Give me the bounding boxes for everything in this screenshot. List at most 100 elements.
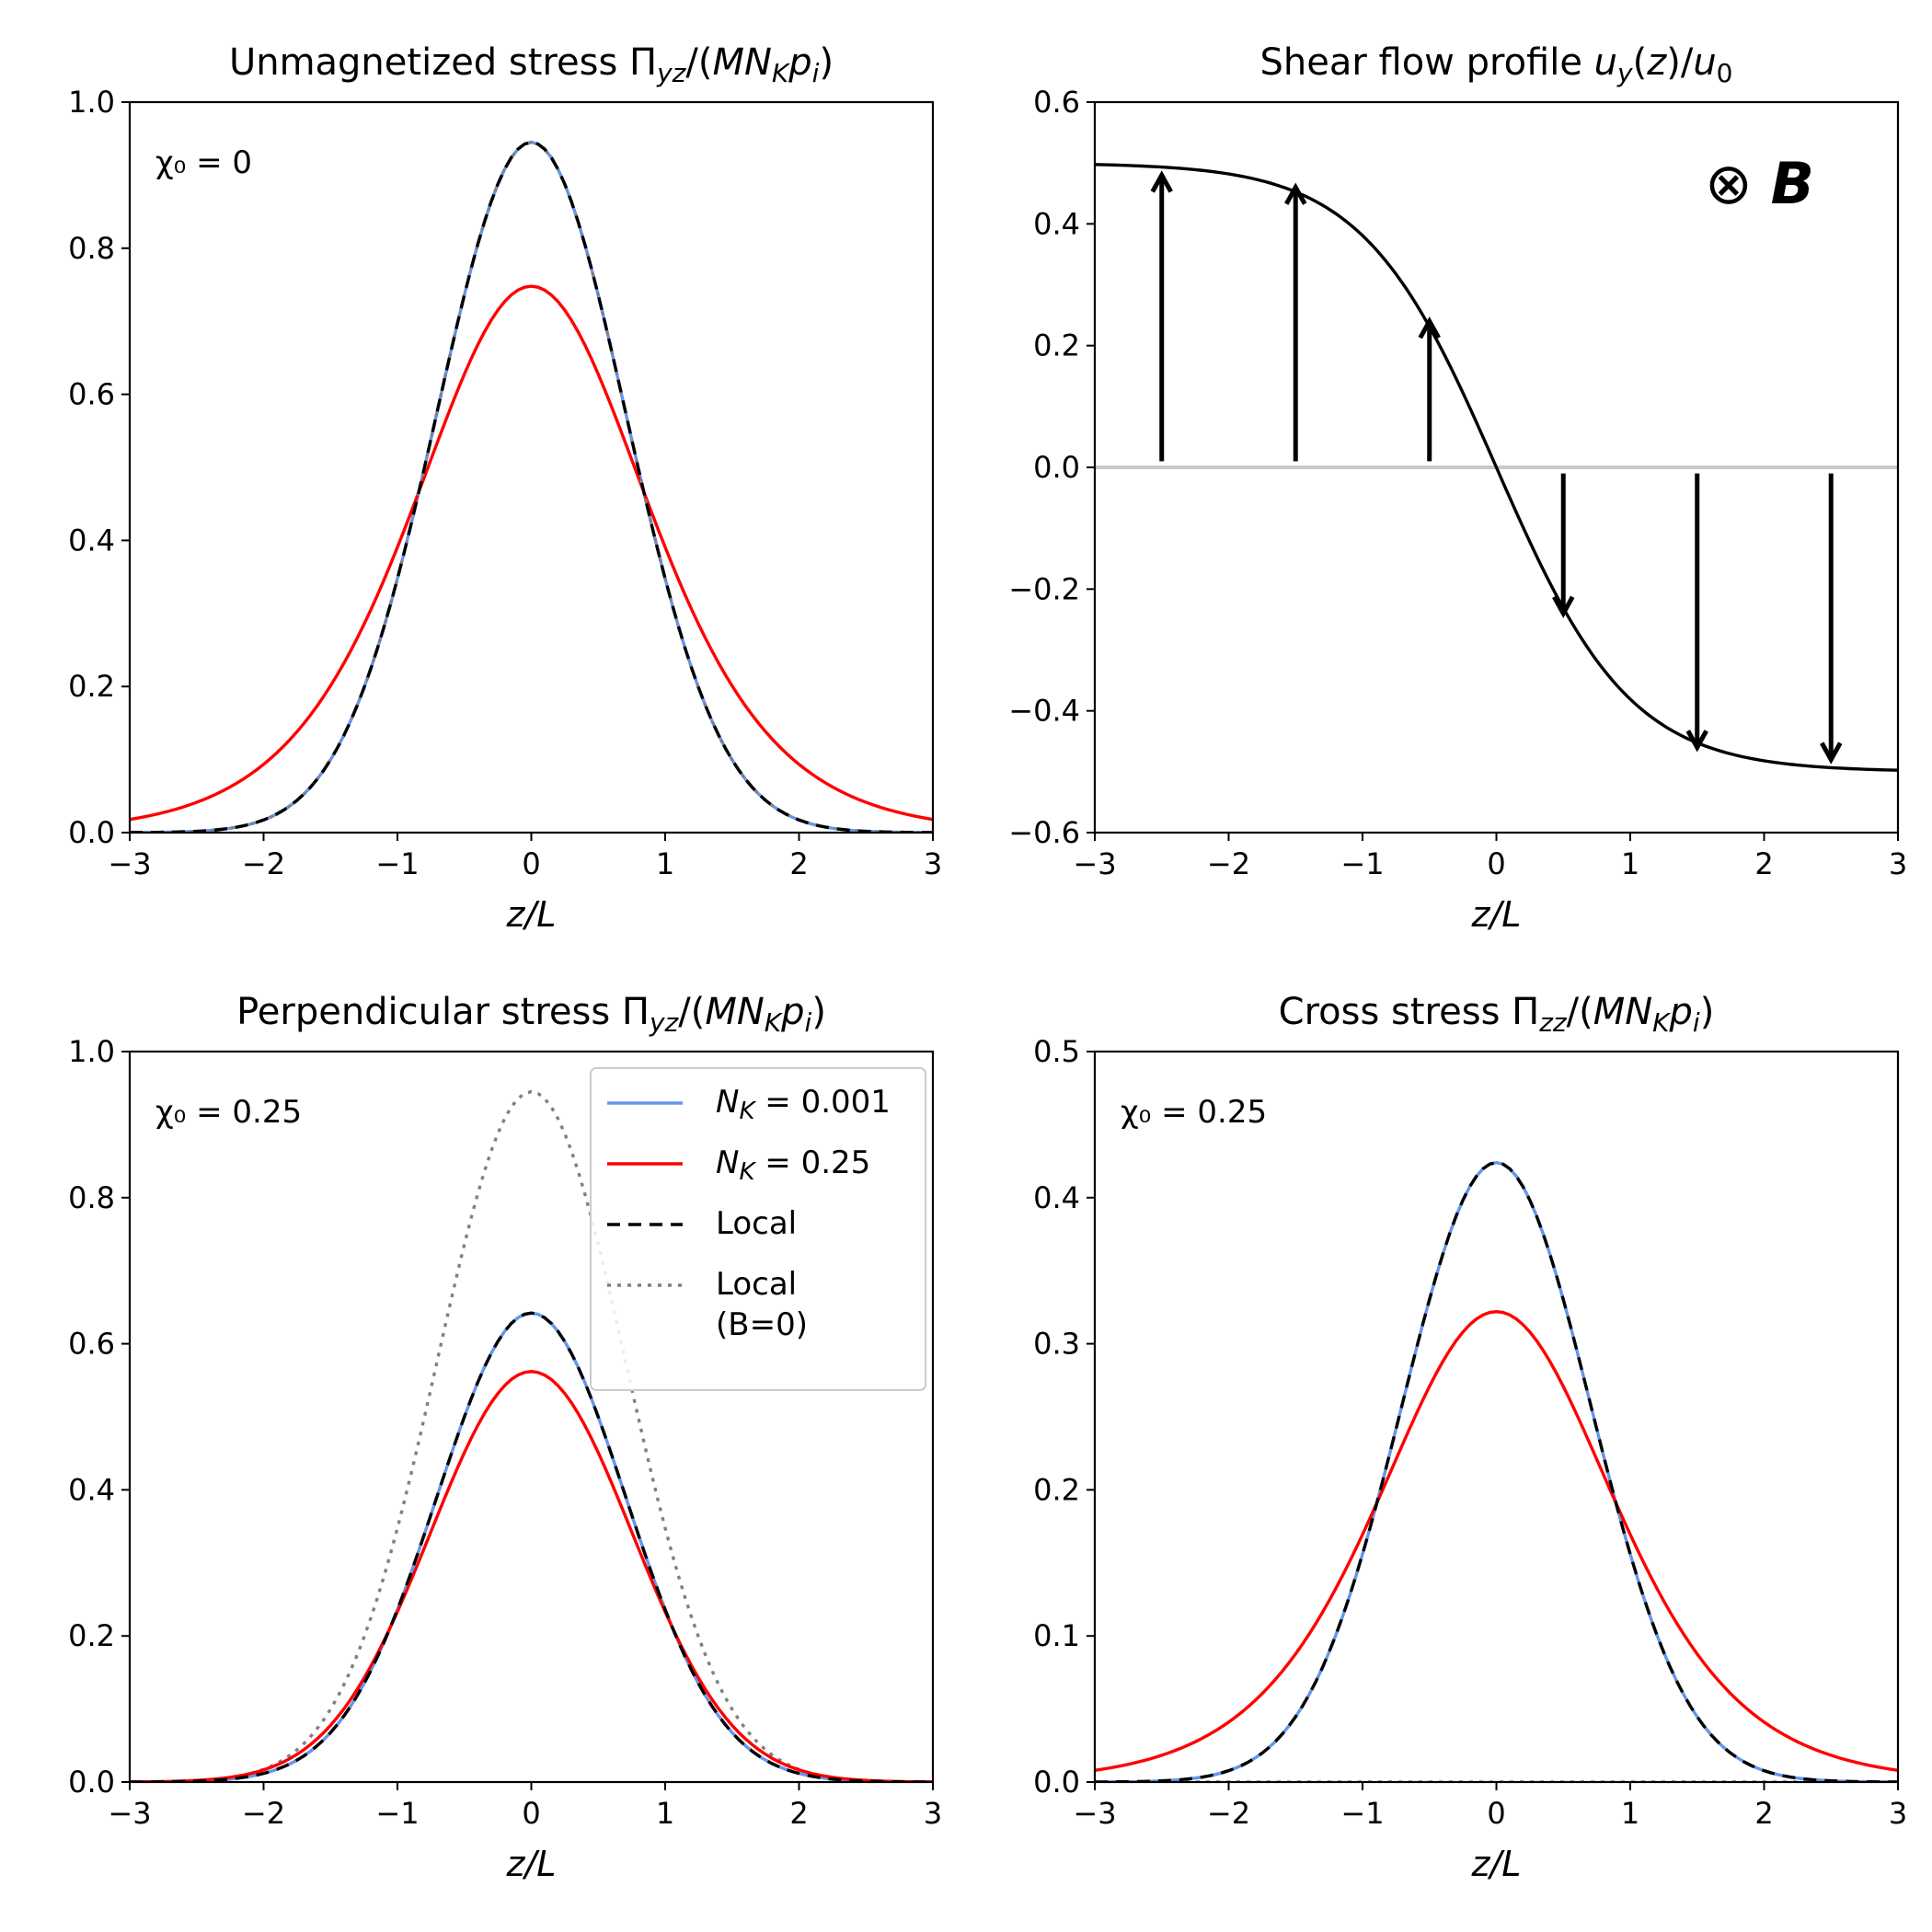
panel-title-part: u bbox=[1693, 41, 1716, 84]
x-tick-label: 3 bbox=[1889, 846, 1907, 881]
panel-title-part: /( bbox=[678, 991, 705, 1033]
legend-label-sub: K bbox=[739, 1158, 756, 1186]
x-tick-label: 0 bbox=[522, 1796, 540, 1831]
magnetic-field-annotation: ⊗ B bbox=[1705, 150, 1814, 217]
y-tick-label: 0.0 bbox=[1033, 1765, 1080, 1800]
panel-title-part: Shear flow profile bbox=[1259, 41, 1593, 84]
series-line-local bbox=[1095, 1160, 1898, 1782]
x-tick-label: −1 bbox=[1340, 846, 1384, 881]
legend-label-sub: K bbox=[739, 1098, 756, 1125]
panel-title-part: p bbox=[788, 41, 811, 84]
x-tick-label: 1 bbox=[1621, 1796, 1639, 1831]
y-tick-label: 0.6 bbox=[68, 1327, 115, 1362]
x-tick-label: 0 bbox=[1487, 1796, 1505, 1831]
x-tick-label: 1 bbox=[656, 846, 674, 881]
panel-title-part: Cross stress Π bbox=[1279, 991, 1540, 1033]
y-tick-label: 0.6 bbox=[68, 377, 115, 412]
y-tick-label: 0.4 bbox=[68, 523, 115, 558]
panel-title-part: yz bbox=[649, 1007, 680, 1038]
y-tick-label: 1.0 bbox=[68, 1034, 115, 1069]
panel-title: Shear flow profile uy(z)/u0 bbox=[1259, 41, 1732, 88]
legend-entry-label: Local bbox=[716, 1205, 797, 1242]
panel-cross-stress: −3 −2 −1 0 1 2 3 0.0 0.1 0.2 0.3 0.4 0.5 z/L Cross str… bbox=[1033, 991, 1907, 1884]
x-tick-label: −2 bbox=[1207, 846, 1250, 881]
y-tick-label: 0.2 bbox=[68, 669, 115, 704]
y-tick-label: −0.6 bbox=[1008, 815, 1080, 850]
panel-title-part: i bbox=[1693, 1007, 1700, 1038]
x-tick-label: −3 bbox=[1073, 846, 1116, 881]
x-tick-label: 1 bbox=[1621, 846, 1639, 881]
flow-arrow-head bbox=[1284, 182, 1307, 205]
panel-title-part: ( bbox=[1633, 41, 1648, 84]
x-tick-label: 3 bbox=[924, 846, 942, 881]
series-line-n-k-0-25 bbox=[130, 1370, 933, 1782]
panel-title-part: /( bbox=[685, 41, 712, 84]
flow-arrow-head bbox=[1552, 595, 1575, 618]
y-tick-label: 0.0 bbox=[68, 815, 115, 850]
panel-title-part: zz bbox=[1538, 1007, 1568, 1038]
series-line-n-k-0-25 bbox=[1095, 1309, 1898, 1772]
x-tick-label: 2 bbox=[1754, 1796, 1773, 1831]
y-tick-label: 0.1 bbox=[1033, 1618, 1080, 1653]
x-axis-title: z/L bbox=[1471, 894, 1522, 935]
x-tick-label: 3 bbox=[924, 1796, 942, 1831]
x-tick-label: −1 bbox=[375, 1796, 419, 1831]
panel-title-part: MN bbox=[705, 991, 764, 1033]
chi-annotation: χ₀ = 0.25 bbox=[1121, 1094, 1267, 1131]
series-line-local bbox=[130, 1311, 933, 1782]
x-tick-label: −2 bbox=[242, 1796, 285, 1831]
x-tick-label: −2 bbox=[1207, 1796, 1250, 1831]
field-label: B bbox=[1771, 150, 1814, 217]
panel-title-part: y bbox=[1616, 58, 1633, 88]
y-tick-label: −0.4 bbox=[1008, 694, 1080, 729]
panel-title-part: MN bbox=[1593, 991, 1652, 1033]
flow-arrow-head bbox=[1820, 742, 1843, 765]
x-axis-title: z/L bbox=[506, 894, 557, 935]
plot-area bbox=[1095, 163, 1898, 772]
x-tick-label: 0 bbox=[1487, 846, 1505, 881]
panel-title-part: u bbox=[1594, 41, 1617, 84]
shear-flow-curve bbox=[1095, 163, 1898, 772]
series-line-local bbox=[130, 140, 933, 833]
panel-title-part: ) bbox=[1700, 991, 1715, 1033]
panel-title-part: Perpendicular stress Π bbox=[236, 991, 650, 1033]
legend-frame bbox=[590, 1067, 926, 1391]
series-line-n-k-0-25 bbox=[130, 284, 933, 822]
flow-arrow-head bbox=[1685, 730, 1708, 753]
panel-title-part: MN bbox=[712, 41, 771, 84]
legend-label-part: = 0.25 bbox=[755, 1144, 871, 1181]
x-axis-title: z/L bbox=[506, 1844, 557, 1884]
y-tick-label: 0.8 bbox=[68, 231, 115, 266]
x-tick-label: −3 bbox=[1073, 1796, 1116, 1831]
panel-perpendicular-stress: −3 −2 −1 0 1 2 3 0.0 0.2 0.4 0.6 0.8 1.0 z/L Perpendic… bbox=[68, 991, 942, 1884]
y-tick-label: 0.4 bbox=[1033, 206, 1080, 241]
plot-area bbox=[130, 140, 933, 833]
panel-title-part: K bbox=[772, 58, 791, 88]
panel-title: Cross stress Πzz/(MNKpi) bbox=[1279, 991, 1715, 1038]
x-tick-label: −1 bbox=[1340, 1796, 1384, 1831]
panel-title-part: p bbox=[1669, 991, 1693, 1033]
x-axis-title: z/L bbox=[1471, 1844, 1522, 1884]
panel-title-part: ) bbox=[819, 41, 834, 84]
legend-label-part: = 0.001 bbox=[755, 1084, 891, 1121]
y-tick-label: 0.2 bbox=[1033, 1472, 1080, 1507]
x-tick-label: 2 bbox=[789, 1796, 808, 1831]
plot-area bbox=[130, 1089, 933, 1782]
legend-entry-label: Local bbox=[716, 1266, 797, 1303]
field-direction-symbol: ⊗ bbox=[1705, 150, 1771, 217]
panel-title-part: yz bbox=[656, 58, 687, 88]
y-tick-label: 0.3 bbox=[1033, 1327, 1080, 1362]
panel-title: Perpendicular stress Πyz/(MNKpi) bbox=[236, 991, 826, 1038]
x-tick-label: −3 bbox=[108, 1796, 151, 1831]
plot-area bbox=[1095, 1160, 1898, 1782]
panel-title-part: ) bbox=[811, 991, 826, 1033]
panel-title-part: i bbox=[805, 1007, 812, 1038]
panel-title-part: )/ bbox=[1666, 41, 1694, 84]
y-tick-label: −0.2 bbox=[1008, 571, 1080, 606]
chi-annotation: χ₀ = 0 bbox=[155, 144, 252, 181]
panel-title-part: Unmagnetized stress Π bbox=[229, 41, 657, 84]
y-tick-label: 1.0 bbox=[68, 85, 115, 120]
y-tick-label: 0.2 bbox=[68, 1618, 115, 1653]
